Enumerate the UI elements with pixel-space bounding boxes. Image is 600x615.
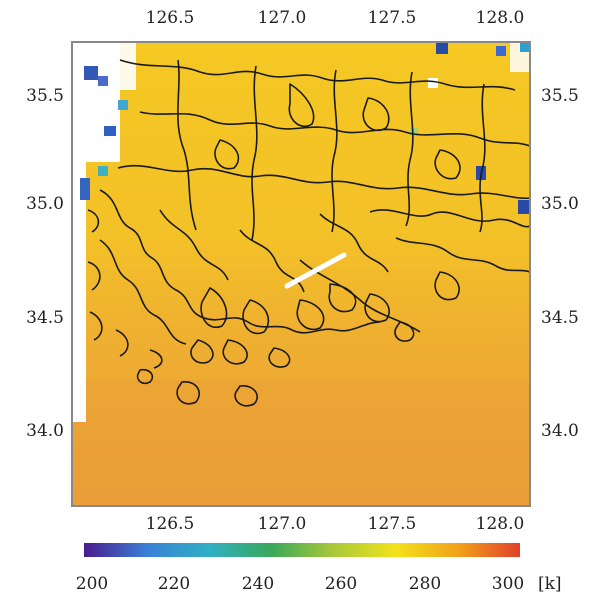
colorbar-tick-240: 240 bbox=[241, 574, 275, 594]
colorbar-tick-260: 260 bbox=[324, 574, 358, 594]
warm-south-band bbox=[72, 380, 530, 506]
lat-tick-left-35-0: 35.0 bbox=[26, 194, 64, 214]
lat-tick-left-35-5: 35.5 bbox=[26, 86, 64, 106]
coastline-and-boundaries bbox=[87, 59, 530, 407]
missing-data-area bbox=[72, 42, 530, 422]
lon-tick-top-126-5: 126.5 bbox=[145, 8, 195, 28]
lat-tick-right-35-0: 35.0 bbox=[541, 194, 579, 214]
colorbar-unit-label: [k] bbox=[538, 574, 562, 594]
colorbar-tick-220: 220 bbox=[157, 574, 191, 594]
lon-tick-top-127-0: 127.0 bbox=[257, 8, 307, 28]
lon-tick-bottom-127-5: 127.5 bbox=[367, 514, 417, 534]
colorbar-tick-280: 280 bbox=[408, 574, 442, 594]
lat-tick-left-34-5: 34.5 bbox=[26, 308, 64, 328]
lon-tick-top-128-0: 128.0 bbox=[475, 8, 525, 28]
colorbar-tick-300: 300 bbox=[491, 574, 525, 594]
lat-tick-right-34-0: 34.0 bbox=[541, 421, 579, 441]
lon-tick-bottom-127-0: 127.0 bbox=[257, 514, 307, 534]
lat-tick-left-34-0: 34.0 bbox=[26, 421, 64, 441]
lat-tick-right-35-5: 35.5 bbox=[541, 86, 579, 106]
colorbar-tick-200: 200 bbox=[75, 574, 109, 594]
map-frame bbox=[71, 41, 531, 507]
lon-tick-bottom-128-0: 128.0 bbox=[475, 514, 525, 534]
lon-tick-bottom-126-5: 126.5 bbox=[145, 514, 195, 534]
temperature-field bbox=[72, 42, 530, 506]
colorbar bbox=[84, 543, 520, 557]
lat-tick-right-34-5: 34.5 bbox=[541, 308, 579, 328]
transect-line bbox=[284, 252, 347, 289]
lon-tick-top-127-5: 127.5 bbox=[367, 8, 417, 28]
